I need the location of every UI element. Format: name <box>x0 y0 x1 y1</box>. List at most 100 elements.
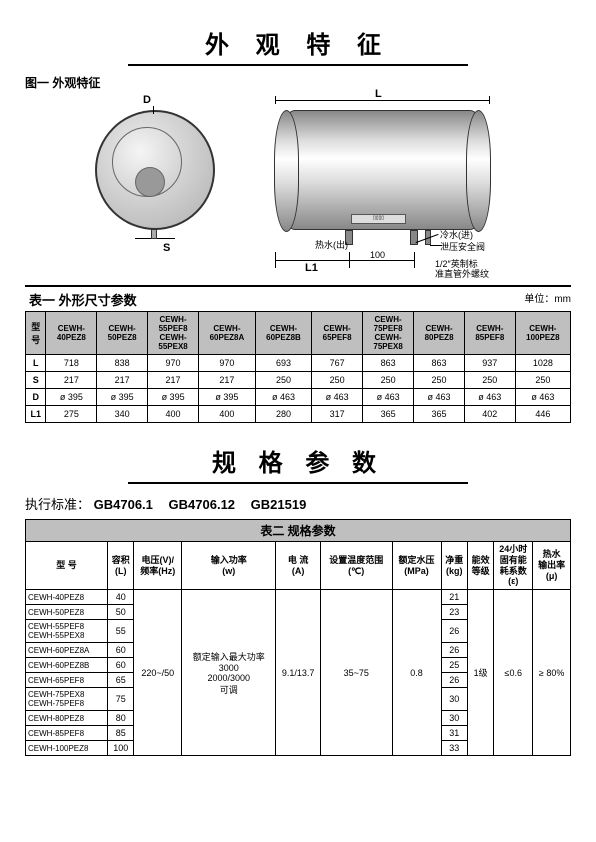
dim-d-label: D <box>143 94 151 106</box>
table1-cell: ø 463 <box>414 389 465 406</box>
table1-cell: ø 463 <box>362 389 413 406</box>
dim-l-label: L <box>375 88 382 100</box>
table1-title: 表一 外形尺寸参数 单位：mm <box>25 285 571 311</box>
table2-current: 9.1/13.7 <box>276 590 321 756</box>
table1-cell: 317 <box>312 406 363 423</box>
table2-weight: 30 <box>441 711 467 726</box>
table1-cell: 446 <box>515 406 570 423</box>
table2-header-5: 设置温度范围 (℃) <box>320 542 392 590</box>
table1-cell: 365 <box>414 406 465 423</box>
table1-col-7: CEWH-80PEZ8 <box>414 312 465 355</box>
hot-water-label: 热水(出) <box>315 238 348 251</box>
table2-header-0: 型 号 <box>26 542 108 590</box>
section1-title: 外 观 特 征 <box>128 25 468 66</box>
table2-weight: 30 <box>441 688 467 711</box>
table1-col-2: CEWH-55PEF8 CEWH-55PEX8 <box>147 312 198 355</box>
table1-col-5: CEWH-65PEF8 <box>312 312 363 355</box>
table2-header-4: 电 流 (A) <box>276 542 321 590</box>
table2-capacity: 60 <box>108 643 134 658</box>
table1-rowkey-L1: L1 <box>26 406 46 423</box>
table2-header-9: 24小时 固有能 耗系数 (ε) <box>494 542 533 590</box>
table2-header-10: 热水 输出率 (μ) <box>533 542 571 590</box>
table2-header-8: 能效 等级 <box>467 542 493 590</box>
table1-cell: 400 <box>147 406 198 423</box>
table1-cell: 217 <box>199 372 256 389</box>
table1-cell: ø 463 <box>515 389 570 406</box>
table1-cell: 275 <box>46 406 97 423</box>
table1-col-4: CEWH-60PEZ8B <box>255 312 312 355</box>
table2-capacity: 55 <box>108 620 134 643</box>
diagram-area: D S L ▯▯▯▯ <box>25 85 571 285</box>
table1-cell: 365 <box>362 406 413 423</box>
table1-unit: 单位：mm <box>524 290 571 305</box>
table2-voltage: 220~/50 <box>134 590 182 756</box>
safety-valve-label: 泄压安全阀 <box>440 240 485 253</box>
table1-cell: 400 <box>199 406 256 423</box>
table2-capacity: 75 <box>108 688 134 711</box>
table2-tempRange: 35~75 <box>320 590 392 756</box>
table2-model: CEWH-50PEZ8 <box>26 605 108 620</box>
table1-col-0: CEWH-40PEZ8 <box>46 312 97 355</box>
table1-cell: ø 395 <box>46 389 97 406</box>
table2-header-3: 输入功率 (w) <box>182 542 276 590</box>
table1-col-8: CEWH-85PEF8 <box>464 312 515 355</box>
table1-rowkey-S: S <box>26 372 46 389</box>
table1-cell: 1028 <box>515 355 570 372</box>
table2-capacity: 85 <box>108 726 134 741</box>
table1-cell: 402 <box>464 406 515 423</box>
table2-header-7: 净重 (kg) <box>441 542 467 590</box>
section2-title: 规 格 参 数 <box>128 443 468 484</box>
table2-capacity: 100 <box>108 741 134 756</box>
table1-cell: ø 463 <box>255 389 312 406</box>
table1-cell: 693 <box>255 355 312 372</box>
table2-weight: 26 <box>441 643 467 658</box>
dim-l1-label: L1 <box>305 262 318 274</box>
table1-cell: ø 463 <box>464 389 515 406</box>
table2-coeff: ≤0.6 <box>494 590 533 756</box>
table1-rowkey-D: D <box>26 389 46 406</box>
table1-cell: 250 <box>312 372 363 389</box>
side-view: L ▯▯▯▯ L1 100 热水(出) 冷水(进) 泄压安全阀 1/2″英制标 <box>275 110 490 230</box>
front-view: D S <box>95 110 215 230</box>
table2-weight: 25 <box>441 658 467 673</box>
table2-power: 额定输入最大功率 3000 2000/3000 可调 <box>182 590 276 756</box>
table2-header-2: 电压(V)/ 频率(Hz) <box>134 542 182 590</box>
table2-weight: 21 <box>441 590 467 605</box>
table2-model: CEWH-80PEZ8 <box>26 711 108 726</box>
table2-output: ≥ 80% <box>533 590 571 756</box>
table1-cell: 863 <box>414 355 465 372</box>
table1-cell: 937 <box>464 355 515 372</box>
table1-cell: 767 <box>312 355 363 372</box>
table1-cell: 250 <box>515 372 570 389</box>
table2-weight: 23 <box>441 605 467 620</box>
table1-cell: 217 <box>97 372 148 389</box>
table1-cell: 250 <box>362 372 413 389</box>
table1-cell: 838 <box>97 355 148 372</box>
table1-cell: ø 463 <box>312 389 363 406</box>
table2-capacity: 80 <box>108 711 134 726</box>
table2-effGrade: 1级 <box>467 590 493 756</box>
table2-weight: 33 <box>441 741 467 756</box>
table2-capacity: 65 <box>108 673 134 688</box>
table1-cell: ø 395 <box>147 389 198 406</box>
table1-col-6: CEWH-75PEF8 CEWH-75PEX8 <box>362 312 413 355</box>
table1-cell: ø 395 <box>199 389 256 406</box>
table1-col-1: CEWH-50PEZ8 <box>97 312 148 355</box>
table2-pressure: 0.8 <box>392 590 441 756</box>
table1-rowkey-L: L <box>26 355 46 372</box>
table2-weight: 26 <box>441 673 467 688</box>
table2: 表二 规格参数 型 号容积 (L)电压(V)/ 频率(Hz)输入功率 (w)电 … <box>25 519 571 756</box>
table2-capacity: 50 <box>108 605 134 620</box>
table1-cell: 250 <box>255 372 312 389</box>
table1-cell: 217 <box>46 372 97 389</box>
table2-capacity: 40 <box>108 590 134 605</box>
table2-weight: 26 <box>441 620 467 643</box>
table1-cell: 718 <box>46 355 97 372</box>
dim-s-label: S <box>163 242 170 254</box>
table1-cell: 250 <box>414 372 465 389</box>
table1-cell: 970 <box>147 355 198 372</box>
table1-cell: 217 <box>147 372 198 389</box>
thread-label: 1/2″英制标 准直管外螺纹 <box>435 260 489 280</box>
table1-col-9: CEWH-100PEZ8 <box>515 312 570 355</box>
table2-model: CEWH-75PEX8 CEWH-75PEF8 <box>26 688 108 711</box>
